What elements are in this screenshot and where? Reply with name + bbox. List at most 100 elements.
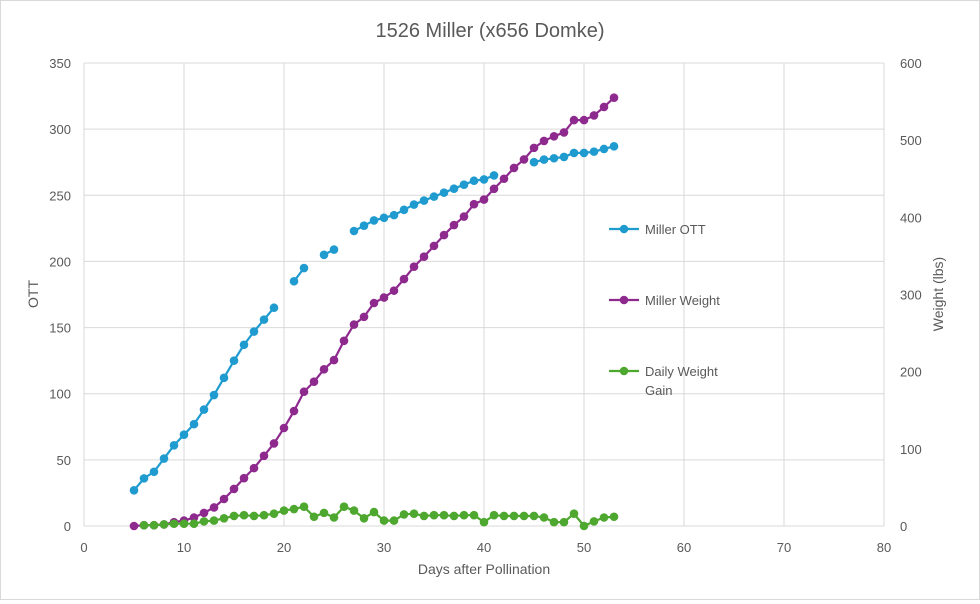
data-point[interactable] (329, 513, 339, 522)
data-point[interactable] (289, 504, 299, 514)
data-point[interactable] (579, 115, 589, 125)
data-point[interactable] (199, 517, 209, 526)
data-point[interactable] (529, 143, 539, 153)
data-point[interactable] (589, 517, 599, 526)
data-point[interactable] (449, 220, 459, 230)
data-point[interactable] (299, 263, 309, 273)
data-point[interactable] (339, 502, 349, 512)
data-point[interactable] (259, 451, 269, 461)
data-point[interactable] (359, 312, 369, 322)
data-point[interactable] (599, 102, 609, 112)
legend-item[interactable]: Daily Weight Gain (609, 364, 718, 398)
data-point[interactable] (399, 510, 409, 519)
data-point[interactable] (179, 519, 189, 528)
data-point[interactable] (409, 509, 419, 518)
data-point[interactable] (379, 293, 389, 302)
data-point[interactable] (569, 115, 579, 125)
data-point[interactable] (449, 184, 459, 193)
data-point[interactable] (559, 152, 569, 162)
data-point[interactable] (259, 510, 269, 520)
data-point[interactable] (369, 298, 379, 308)
data-point[interactable] (229, 484, 239, 494)
data-point[interactable] (259, 315, 269, 324)
data-point[interactable] (559, 517, 569, 527)
data-point[interactable] (319, 365, 329, 374)
data-point[interactable] (199, 405, 209, 414)
data-point[interactable] (599, 144, 609, 154)
data-point[interactable] (189, 419, 199, 429)
data-point[interactable] (539, 155, 549, 164)
data-point[interactable] (549, 132, 559, 141)
data-point[interactable] (319, 508, 329, 518)
data-point[interactable] (209, 390, 219, 400)
data-point[interactable] (539, 513, 549, 522)
data-point[interactable] (489, 171, 499, 180)
data-point[interactable] (359, 221, 369, 231)
data-point[interactable] (419, 511, 429, 521)
data-point[interactable] (309, 377, 319, 386)
data-point[interactable] (349, 506, 359, 515)
data-point[interactable] (139, 520, 149, 530)
data-point[interactable] (519, 511, 529, 521)
data-point[interactable] (379, 213, 389, 223)
data-point[interactable] (349, 320, 359, 329)
data-point[interactable] (329, 245, 339, 254)
data-point[interactable] (269, 303, 279, 313)
data-point[interactable] (559, 128, 569, 137)
data-point[interactable] (249, 463, 259, 473)
data-point[interactable] (359, 513, 369, 523)
data-point[interactable] (599, 513, 609, 522)
data-point[interactable] (579, 148, 589, 158)
data-point[interactable] (529, 157, 539, 167)
data-point[interactable] (219, 494, 229, 504)
data-point[interactable] (429, 510, 439, 520)
data-point[interactable] (529, 511, 539, 521)
data-point[interactable] (589, 147, 599, 156)
data-point[interactable] (269, 439, 279, 448)
data-point[interactable] (269, 509, 279, 518)
data-point[interactable] (489, 184, 499, 194)
data-point[interactable] (229, 511, 239, 521)
data-point[interactable] (169, 519, 179, 528)
data-point[interactable] (319, 250, 329, 260)
data-point[interactable] (499, 511, 509, 521)
data-point[interactable] (199, 508, 209, 518)
data-point[interactable] (469, 199, 479, 209)
data-point[interactable] (169, 441, 179, 450)
data-point[interactable] (569, 148, 579, 158)
data-point[interactable] (279, 423, 289, 433)
data-point[interactable] (469, 176, 479, 186)
data-point[interactable] (479, 175, 489, 184)
data-point[interactable] (549, 153, 559, 163)
data-point[interactable] (409, 200, 419, 209)
data-point[interactable] (289, 276, 299, 286)
data-point[interactable] (149, 520, 159, 530)
data-point[interactable] (209, 516, 219, 525)
data-point[interactable] (549, 517, 559, 527)
data-point[interactable] (289, 406, 299, 416)
data-point[interactable] (459, 510, 469, 520)
data-point[interactable] (219, 373, 229, 383)
data-point[interactable] (349, 226, 359, 236)
data-point[interactable] (479, 195, 489, 204)
data-point[interactable] (479, 517, 489, 527)
data-point[interactable] (249, 511, 259, 521)
data-point[interactable] (589, 111, 599, 120)
data-point[interactable] (419, 252, 429, 261)
data-point[interactable] (339, 336, 349, 346)
legend-item[interactable]: Miller OTT (609, 222, 706, 237)
data-point[interactable] (379, 516, 389, 525)
data-point[interactable] (239, 510, 249, 520)
data-point[interactable] (419, 196, 429, 205)
legend[interactable]: Miller OTT Miller Weight Daily Weight Gain (609, 222, 720, 398)
data-point[interactable] (249, 327, 259, 336)
data-point[interactable] (499, 174, 509, 184)
data-point[interactable] (389, 516, 399, 525)
data-point[interactable] (399, 274, 409, 284)
data-point[interactable] (509, 163, 519, 173)
data-point[interactable] (539, 136, 549, 146)
data-point[interactable] (459, 180, 469, 190)
data-point[interactable] (139, 474, 149, 483)
data-point[interactable] (179, 430, 189, 440)
data-point[interactable] (329, 355, 339, 365)
